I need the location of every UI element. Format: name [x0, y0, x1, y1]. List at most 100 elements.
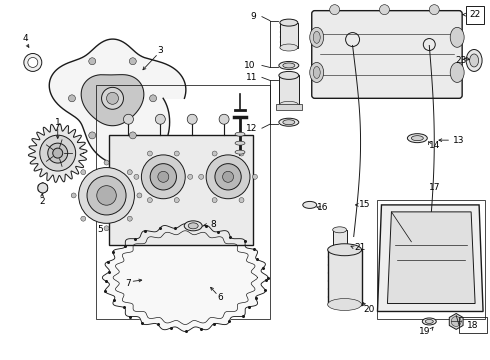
Circle shape: [188, 174, 193, 179]
Ellipse shape: [333, 247, 346, 253]
Text: 17: 17: [429, 184, 440, 193]
Ellipse shape: [310, 63, 324, 82]
Circle shape: [212, 151, 217, 156]
Ellipse shape: [279, 118, 299, 126]
Circle shape: [71, 193, 76, 198]
Circle shape: [158, 171, 169, 182]
Ellipse shape: [310, 27, 324, 47]
Circle shape: [101, 87, 123, 109]
Ellipse shape: [184, 221, 202, 231]
Bar: [328, 250, 362, 305]
Ellipse shape: [469, 54, 479, 67]
Ellipse shape: [235, 150, 245, 154]
Circle shape: [134, 174, 139, 179]
Circle shape: [81, 170, 86, 175]
Circle shape: [48, 143, 68, 163]
Text: 1: 1: [55, 118, 61, 127]
Ellipse shape: [328, 298, 362, 310]
FancyBboxPatch shape: [312, 11, 462, 98]
Circle shape: [104, 160, 109, 165]
Polygon shape: [38, 183, 48, 193]
Polygon shape: [49, 39, 186, 167]
Text: 13: 13: [453, 136, 465, 145]
Ellipse shape: [313, 31, 320, 43]
Text: 7: 7: [125, 279, 131, 288]
Circle shape: [219, 114, 229, 124]
Circle shape: [149, 95, 157, 102]
Text: 6: 6: [217, 293, 223, 302]
Text: 3: 3: [157, 46, 163, 55]
Ellipse shape: [407, 134, 427, 143]
Ellipse shape: [279, 101, 299, 109]
Circle shape: [89, 132, 96, 139]
Circle shape: [174, 151, 179, 156]
Ellipse shape: [303, 201, 317, 208]
Circle shape: [127, 170, 132, 175]
Circle shape: [87, 176, 126, 215]
Text: 16: 16: [317, 203, 328, 212]
Text: 20: 20: [364, 305, 375, 314]
Polygon shape: [449, 314, 463, 329]
Ellipse shape: [412, 136, 423, 141]
Circle shape: [379, 5, 390, 15]
Text: 18: 18: [467, 321, 479, 330]
Ellipse shape: [425, 319, 433, 323]
Ellipse shape: [188, 223, 198, 229]
Circle shape: [40, 135, 75, 171]
Text: 5: 5: [98, 225, 103, 234]
Circle shape: [137, 193, 142, 198]
Circle shape: [24, 54, 42, 71]
Circle shape: [429, 5, 439, 15]
Circle shape: [212, 198, 217, 203]
Text: 10: 10: [244, 61, 256, 70]
Text: 4: 4: [23, 34, 28, 43]
Circle shape: [129, 58, 136, 65]
Circle shape: [155, 114, 165, 124]
Text: 12: 12: [246, 124, 258, 133]
Ellipse shape: [235, 132, 245, 136]
Bar: [333, 230, 346, 250]
Circle shape: [129, 132, 136, 139]
Ellipse shape: [333, 227, 346, 233]
Text: 15: 15: [359, 201, 370, 210]
Ellipse shape: [450, 63, 464, 82]
Polygon shape: [81, 75, 144, 126]
Circle shape: [174, 198, 179, 203]
Circle shape: [330, 5, 340, 15]
Polygon shape: [388, 212, 475, 303]
Circle shape: [215, 164, 241, 190]
Circle shape: [38, 183, 48, 193]
Ellipse shape: [328, 244, 362, 256]
Circle shape: [187, 114, 197, 124]
Circle shape: [53, 148, 63, 158]
Ellipse shape: [422, 318, 436, 325]
Ellipse shape: [235, 141, 245, 145]
Circle shape: [239, 151, 244, 156]
Text: 23: 23: [456, 56, 467, 65]
Ellipse shape: [313, 67, 320, 78]
Circle shape: [104, 226, 109, 231]
Ellipse shape: [283, 120, 295, 125]
Ellipse shape: [280, 44, 298, 51]
Circle shape: [252, 174, 257, 179]
Circle shape: [69, 95, 75, 102]
Text: 11: 11: [246, 73, 258, 82]
Circle shape: [150, 164, 176, 190]
Ellipse shape: [450, 27, 464, 47]
Text: 9: 9: [250, 12, 256, 21]
Circle shape: [206, 155, 250, 199]
Bar: [377, 200, 485, 319]
Text: 21: 21: [354, 243, 365, 252]
Ellipse shape: [283, 63, 295, 68]
Text: 8: 8: [210, 220, 216, 229]
Bar: [280, 23, 298, 48]
Text: 14: 14: [429, 141, 440, 150]
Circle shape: [198, 174, 204, 179]
Circle shape: [147, 198, 152, 203]
Circle shape: [97, 186, 116, 205]
Circle shape: [89, 58, 96, 65]
Polygon shape: [377, 205, 483, 311]
Bar: [466, 6, 484, 24]
Ellipse shape: [279, 71, 299, 80]
Circle shape: [147, 151, 152, 156]
